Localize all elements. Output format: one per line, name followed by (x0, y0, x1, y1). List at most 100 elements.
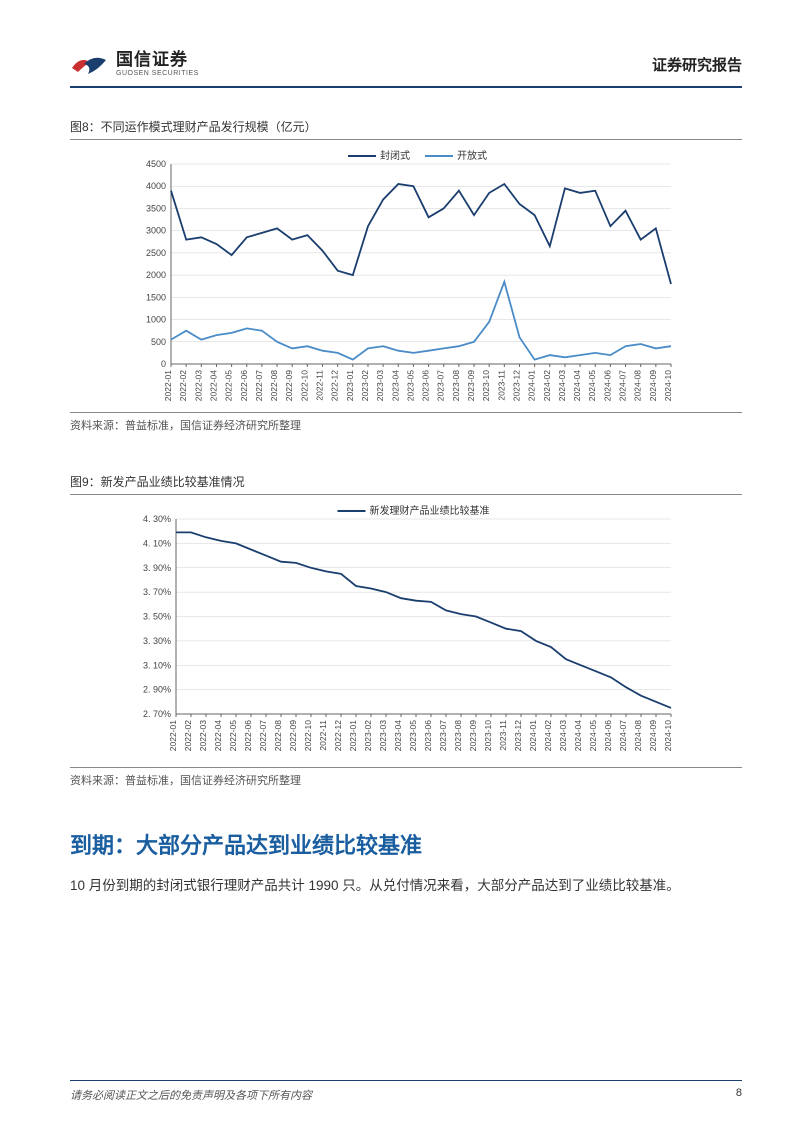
svg-text:2022-02: 2022-02 (183, 720, 193, 751)
svg-text:2022-08: 2022-08 (269, 370, 279, 401)
svg-text:2024-06: 2024-06 (602, 370, 612, 401)
svg-text:2024-05: 2024-05 (588, 720, 598, 751)
svg-text:4000: 4000 (146, 181, 166, 191)
svg-text:2023-05: 2023-05 (405, 370, 415, 401)
svg-text:2024-08: 2024-08 (633, 720, 643, 751)
svg-text:2023-10: 2023-10 (483, 720, 493, 751)
svg-text:2024-03: 2024-03 (558, 720, 568, 751)
svg-text:新发理财产品业绩比较基准: 新发理财产品业绩比较基准 (370, 504, 490, 517)
svg-text:2023-04: 2023-04 (393, 720, 403, 751)
svg-text:3000: 3000 (146, 226, 166, 236)
svg-text:2023-05: 2023-05 (408, 720, 418, 751)
svg-text:2022-04: 2022-04 (208, 370, 218, 401)
svg-text:1000: 1000 (146, 315, 166, 325)
svg-text:3. 90%: 3. 90% (143, 563, 171, 573)
svg-text:2022-05: 2022-05 (228, 720, 238, 751)
svg-text:2023-09: 2023-09 (466, 370, 476, 401)
svg-text:2023-11: 2023-11 (498, 720, 508, 751)
svg-text:2024-10: 2024-10 (663, 720, 673, 751)
svg-text:500: 500 (151, 337, 166, 347)
svg-text:2023-07: 2023-07 (438, 720, 448, 751)
svg-text:2022-10: 2022-10 (303, 720, 313, 751)
section-heading: 到期：大部分产品达到业绩比较基准 (70, 828, 742, 860)
figure-8-title: 图8：不同运作模式理财产品发行规模（亿元） (70, 118, 742, 140)
svg-text:2023-04: 2023-04 (390, 370, 400, 401)
svg-text:2023-09: 2023-09 (468, 720, 478, 751)
logo-text-en: GUOSEN SECURITIES (116, 70, 199, 77)
figure-9-title: 图9：新发产品业绩比较基准情况 (70, 473, 742, 495)
svg-text:2024-03: 2024-03 (557, 370, 567, 401)
page-header: 国信证券 GUOSEN SECURITIES 证券研究报告 (70, 50, 742, 88)
svg-text:2023-08: 2023-08 (451, 370, 461, 401)
figure-9: 图9：新发产品业绩比较基准情况 2. 70% 2. 90% 3. 10% 3. 30%… (70, 473, 742, 788)
svg-text:4. 10%: 4. 10% (143, 538, 171, 548)
svg-text:2023-02: 2023-02 (363, 720, 373, 751)
svg-text:2. 70%: 2. 70% (143, 709, 171, 719)
svg-text:2023-08: 2023-08 (453, 720, 463, 751)
svg-text:2022-01: 2022-01 (168, 720, 178, 751)
svg-text:3500: 3500 (146, 203, 166, 213)
svg-text:2022-08: 2022-08 (273, 720, 283, 751)
svg-text:2022-06: 2022-06 (239, 370, 249, 401)
logo-block: 国信证券 GUOSEN SECURITIES (70, 50, 199, 78)
svg-text:2023-02: 2023-02 (360, 370, 370, 401)
svg-text:封闭式: 封闭式 (380, 149, 410, 162)
svg-text:2023-11: 2023-11 (496, 370, 506, 401)
svg-text:2022-06: 2022-06 (243, 720, 253, 751)
svg-text:1500: 1500 (146, 292, 166, 302)
svg-text:2022-07: 2022-07 (254, 370, 264, 401)
svg-text:2. 90%: 2. 90% (143, 685, 171, 695)
section-body: 10 月份到期的封闭式银行理财产品共计 1990 只。从兑付情况来看，大部分产品… (70, 874, 742, 898)
svg-text:2023-06: 2023-06 (423, 720, 433, 751)
svg-text:0: 0 (161, 359, 166, 369)
figure-9-chart: 2. 70% 2. 90% 3. 10% 3. 30% 3. 50% 3. 70% 3. 9… (70, 501, 742, 761)
svg-text:2022-02: 2022-02 (178, 370, 188, 401)
svg-text:4500: 4500 (146, 159, 166, 169)
svg-text:2022-03: 2022-03 (198, 720, 208, 751)
svg-text:3. 30%: 3. 30% (143, 636, 171, 646)
report-title: 证券研究报告 (652, 54, 742, 75)
figure-8: 图8：不同运作模式理财产品发行规模（亿元） 0 500 1000 1500 2000 25… (70, 118, 742, 433)
svg-text:2024-02: 2024-02 (542, 370, 552, 401)
svg-text:2024-02: 2024-02 (543, 720, 553, 751)
svg-text:2023-07: 2023-07 (436, 370, 446, 401)
svg-text:2024-01: 2024-01 (528, 720, 538, 751)
svg-text:2023-03: 2023-03 (378, 720, 388, 751)
svg-text:2024-09: 2024-09 (648, 370, 658, 401)
svg-text:2024-01: 2024-01 (527, 370, 537, 401)
svg-text:2023-01: 2023-01 (348, 720, 358, 751)
svg-text:2022-09: 2022-09 (284, 370, 294, 401)
svg-text:2022-05: 2022-05 (224, 370, 234, 401)
svg-text:2022-04: 2022-04 (213, 720, 223, 751)
svg-text:3. 70%: 3. 70% (143, 587, 171, 597)
svg-text:2023-01: 2023-01 (345, 370, 355, 401)
guosen-logo-icon (70, 50, 108, 78)
svg-text:2023-12: 2023-12 (513, 720, 523, 751)
svg-text:2023-03: 2023-03 (375, 370, 385, 401)
svg-text:2024-05: 2024-05 (587, 370, 597, 401)
svg-text:4. 30%: 4. 30% (143, 514, 171, 524)
svg-text:2024-06: 2024-06 (603, 720, 613, 751)
svg-text:3. 50%: 3. 50% (143, 612, 171, 622)
svg-text:3. 10%: 3. 10% (143, 660, 171, 670)
svg-text:开放式: 开放式 (457, 149, 487, 162)
svg-text:2024-04: 2024-04 (572, 370, 582, 401)
svg-text:2024-10: 2024-10 (663, 370, 673, 401)
page-number: 8 (736, 1087, 742, 1103)
svg-text:2022-12: 2022-12 (330, 370, 340, 401)
svg-text:2023-10: 2023-10 (481, 370, 491, 401)
svg-text:2022-12: 2022-12 (333, 720, 343, 751)
figure-8-chart: 0 500 1000 1500 2000 2500 3000 3500 4000 4500 2022… (70, 146, 742, 406)
svg-text:2024-09: 2024-09 (648, 720, 658, 751)
svg-text:2023-06: 2023-06 (421, 370, 431, 401)
svg-text:2500: 2500 (146, 248, 166, 258)
svg-text:2022-01: 2022-01 (163, 370, 173, 401)
footer-disclaimer: 请务必阅读正文之后的免责声明及各项下所有内容 (70, 1087, 312, 1103)
svg-text:2023-12: 2023-12 (511, 370, 521, 401)
svg-text:2000: 2000 (146, 270, 166, 280)
figure-9-source: 资料来源：普益标准，国信证券经济研究所整理 (70, 767, 742, 788)
figure-8-source: 资料来源：普益标准，国信证券经济研究所整理 (70, 412, 742, 433)
svg-text:2024-04: 2024-04 (573, 720, 583, 751)
svg-text:2024-08: 2024-08 (633, 370, 643, 401)
svg-text:2022-09: 2022-09 (288, 720, 298, 751)
